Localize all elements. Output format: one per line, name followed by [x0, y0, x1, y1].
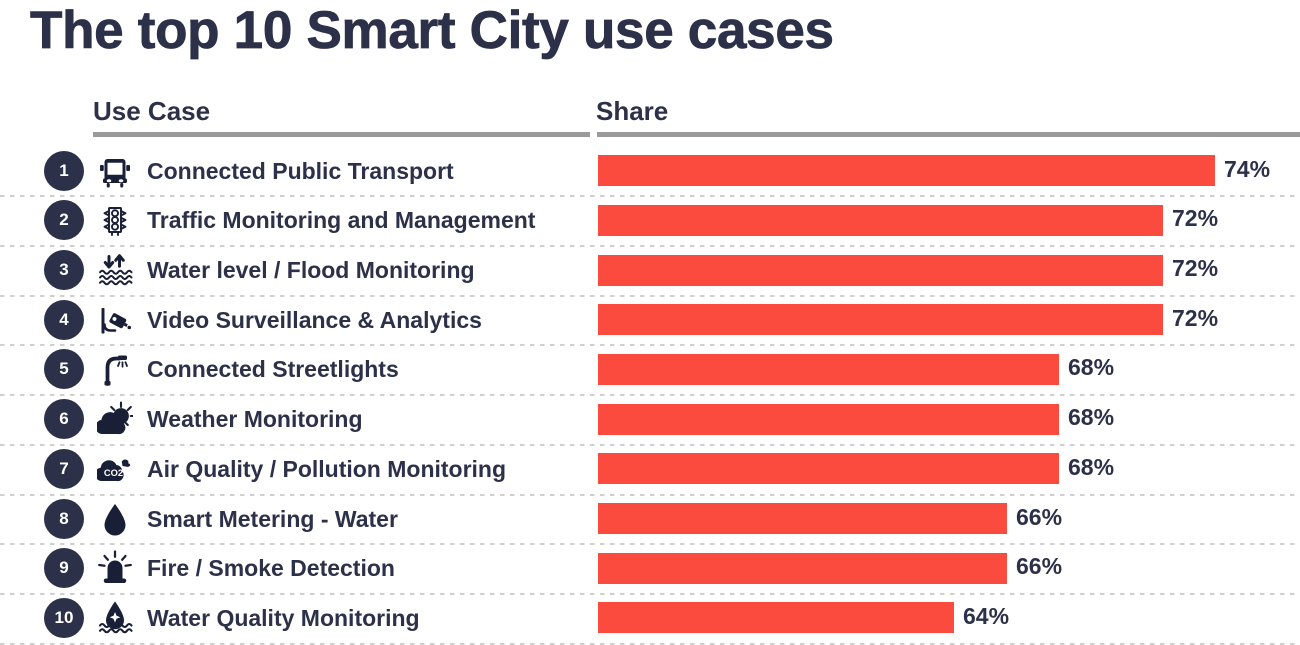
svg-text:CO2: CO2: [104, 468, 123, 478]
